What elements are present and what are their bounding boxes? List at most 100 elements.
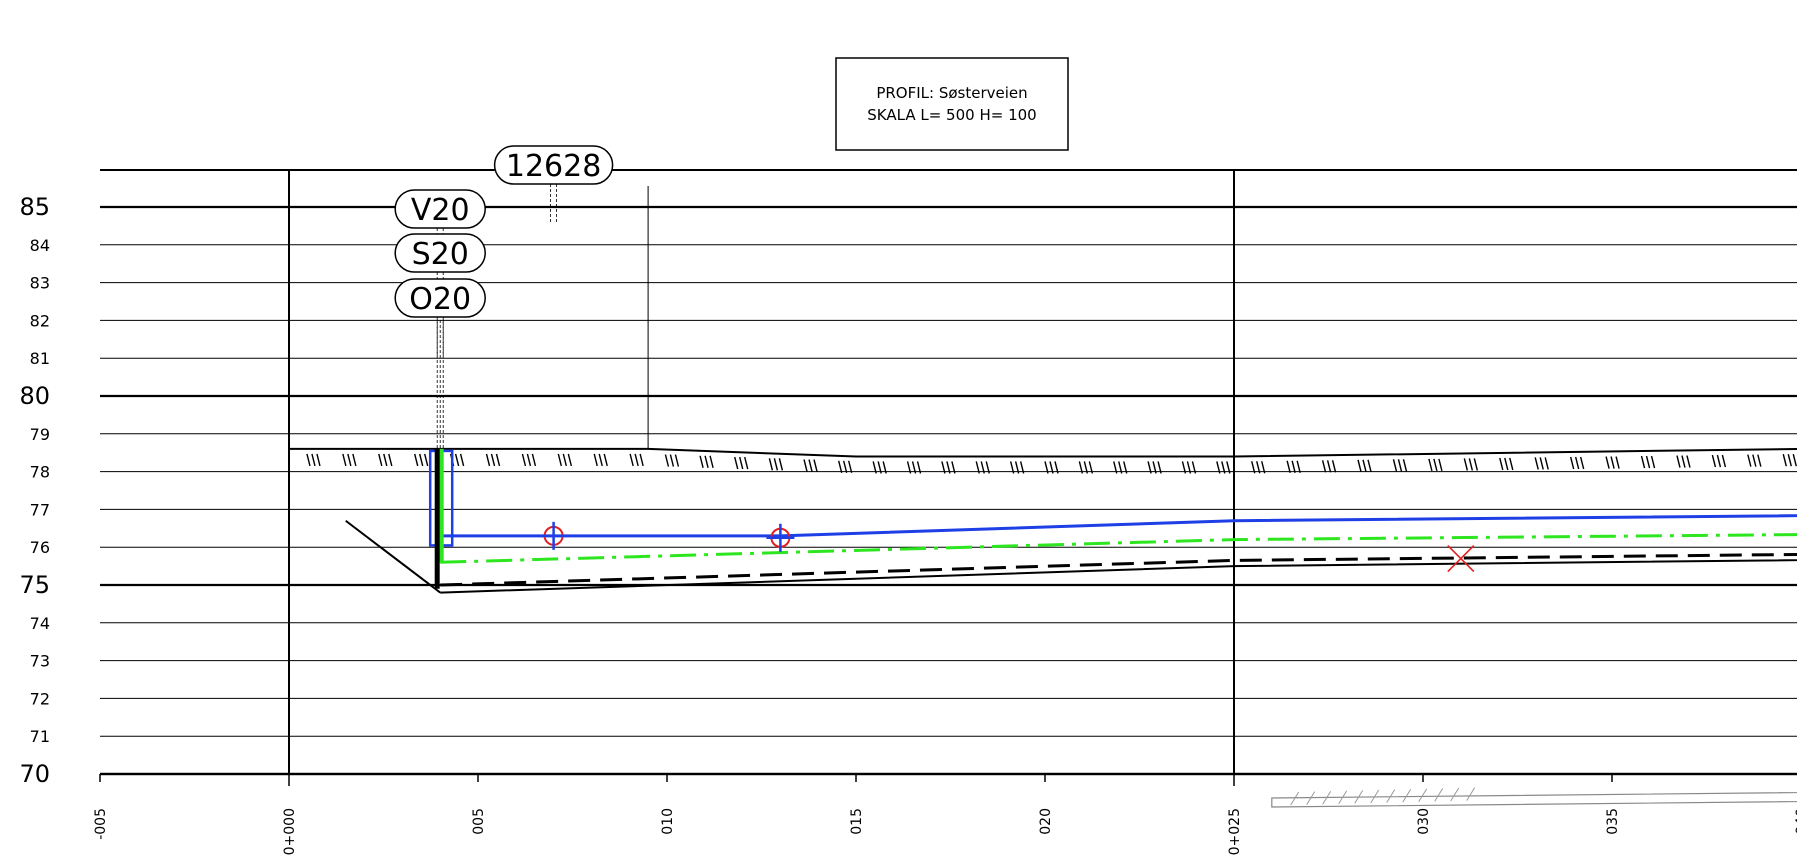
tag-bubble xyxy=(394,189,486,229)
terrain-hatch xyxy=(1686,455,1691,468)
terrain-hatch xyxy=(1191,461,1197,474)
terrain-hatch xyxy=(768,458,774,471)
grid xyxy=(100,169,1797,776)
terrain-hatch xyxy=(1152,461,1157,474)
chainage-label: 005 xyxy=(471,808,487,835)
terrain-hatch xyxy=(419,453,424,467)
terrain-hatch xyxy=(1428,458,1433,472)
terrain-hatch xyxy=(1326,460,1332,473)
terrain-hatch xyxy=(1438,458,1443,472)
hatch-stroke xyxy=(1290,791,1300,806)
terrain-hatch xyxy=(699,455,704,468)
terrain-hatch xyxy=(495,453,501,467)
tag-label: V20 xyxy=(411,193,470,228)
terrain-hatch xyxy=(877,461,882,474)
terrain-hatch xyxy=(598,453,603,467)
terrain-hatch xyxy=(1256,461,1261,474)
terrain-line xyxy=(289,447,1797,458)
hatch-stroke xyxy=(1466,787,1476,801)
hatch-stroke xyxy=(1450,787,1460,802)
terrain-hatch xyxy=(906,461,912,474)
terrain-hatch xyxy=(1216,461,1221,474)
terrain-hatch xyxy=(1221,461,1226,474)
terrain-hatch xyxy=(1186,461,1192,474)
terrain-hatch xyxy=(1539,457,1544,470)
terrain-hatch xyxy=(414,453,419,467)
terrain-hatch xyxy=(1473,458,1479,471)
terrain-hatch xyxy=(1681,455,1686,468)
terrain-hatch xyxy=(1286,460,1291,473)
elevation-label: 79 xyxy=(30,425,50,444)
terrain-hatch xyxy=(1113,461,1118,474)
terrain-hatch xyxy=(1367,459,1372,472)
tag-label: 12628 xyxy=(506,149,601,184)
terrain-hatch xyxy=(1468,458,1474,471)
terrain-hatch xyxy=(1544,457,1549,470)
terrain-hatch xyxy=(1397,459,1403,472)
terrain-hatch xyxy=(1676,455,1681,468)
terrain-hatch xyxy=(1574,456,1580,470)
terrain-hatch xyxy=(639,453,644,467)
terrain-hatch xyxy=(664,454,670,467)
terrain-hatch xyxy=(1291,460,1296,473)
terrain-hatch xyxy=(1711,454,1717,468)
terrain-hatch xyxy=(739,456,744,470)
hatch-stroke xyxy=(1370,789,1380,804)
terrain-hatch xyxy=(1509,457,1514,471)
elevation-label: 82 xyxy=(30,311,50,330)
chainage-axis: -0+025-020-015-010-0050+0000050100150200… xyxy=(93,772,1797,855)
terrain-hatch xyxy=(454,453,460,467)
terrain-hatch xyxy=(744,456,749,470)
terrain-hatch xyxy=(1157,461,1162,474)
tag-label: S20 xyxy=(412,237,469,272)
terrain-hatch xyxy=(1362,459,1367,472)
elevation-label: 77 xyxy=(30,500,50,519)
terrain-hatch xyxy=(1226,461,1231,474)
terrain-hatch xyxy=(1118,461,1123,474)
elevation-label: 74 xyxy=(30,614,50,633)
terrain-hatch xyxy=(1463,458,1469,471)
terrain-hatch xyxy=(1782,453,1787,467)
terrain-hatch xyxy=(1640,455,1646,469)
terrain-hatch xyxy=(1787,453,1792,467)
terrain-hatch xyxy=(778,458,784,471)
terrain-hatch xyxy=(941,461,946,474)
terrain-hatch xyxy=(352,453,357,467)
terrain-hatch xyxy=(567,453,573,467)
terrain-hatch xyxy=(629,453,634,467)
terrain-hatch xyxy=(311,453,316,467)
terrain-hatch xyxy=(1357,459,1362,472)
terrain-hatch xyxy=(1645,455,1651,469)
chainage-label: 015 xyxy=(849,808,865,835)
manhole-tag-12628: 12628 xyxy=(493,145,614,224)
manhole-tag-v20: V20 xyxy=(394,189,486,268)
terrain-hatch xyxy=(669,454,675,467)
chainage-label: -005 xyxy=(93,808,109,840)
terrain-hatch xyxy=(946,461,951,474)
terrain-hatch xyxy=(674,454,680,467)
terrain-hatch xyxy=(342,453,347,467)
terrain-hatch xyxy=(1088,461,1094,474)
terrain-hatch xyxy=(1610,456,1615,469)
chainage-label: 0+025 xyxy=(1227,808,1243,855)
terrain-hatch xyxy=(1147,461,1152,474)
hatch-stroke xyxy=(1418,788,1428,803)
terrain-hatch xyxy=(916,461,922,474)
elevation-label: 85 xyxy=(19,193,50,221)
terrain-hatch xyxy=(603,453,608,467)
tag-label: O20 xyxy=(409,282,471,317)
terrain-hatch xyxy=(1392,459,1398,472)
terrain-hatch xyxy=(803,459,808,472)
start-stub xyxy=(345,519,441,594)
terrain-hatch xyxy=(1504,457,1509,471)
sewer-pipe-line xyxy=(440,533,1797,564)
terrain-hatch xyxy=(1019,461,1025,474)
terrain-hatch xyxy=(980,461,985,474)
terrain-hatch xyxy=(1534,457,1539,470)
profile-scale: SKALA L= 500 H= 100 xyxy=(867,106,1036,124)
terrain-hatch xyxy=(847,460,853,474)
terrain-hatch xyxy=(521,453,527,467)
terrain-hatch xyxy=(813,459,818,472)
terrain-hatch xyxy=(1721,454,1727,468)
